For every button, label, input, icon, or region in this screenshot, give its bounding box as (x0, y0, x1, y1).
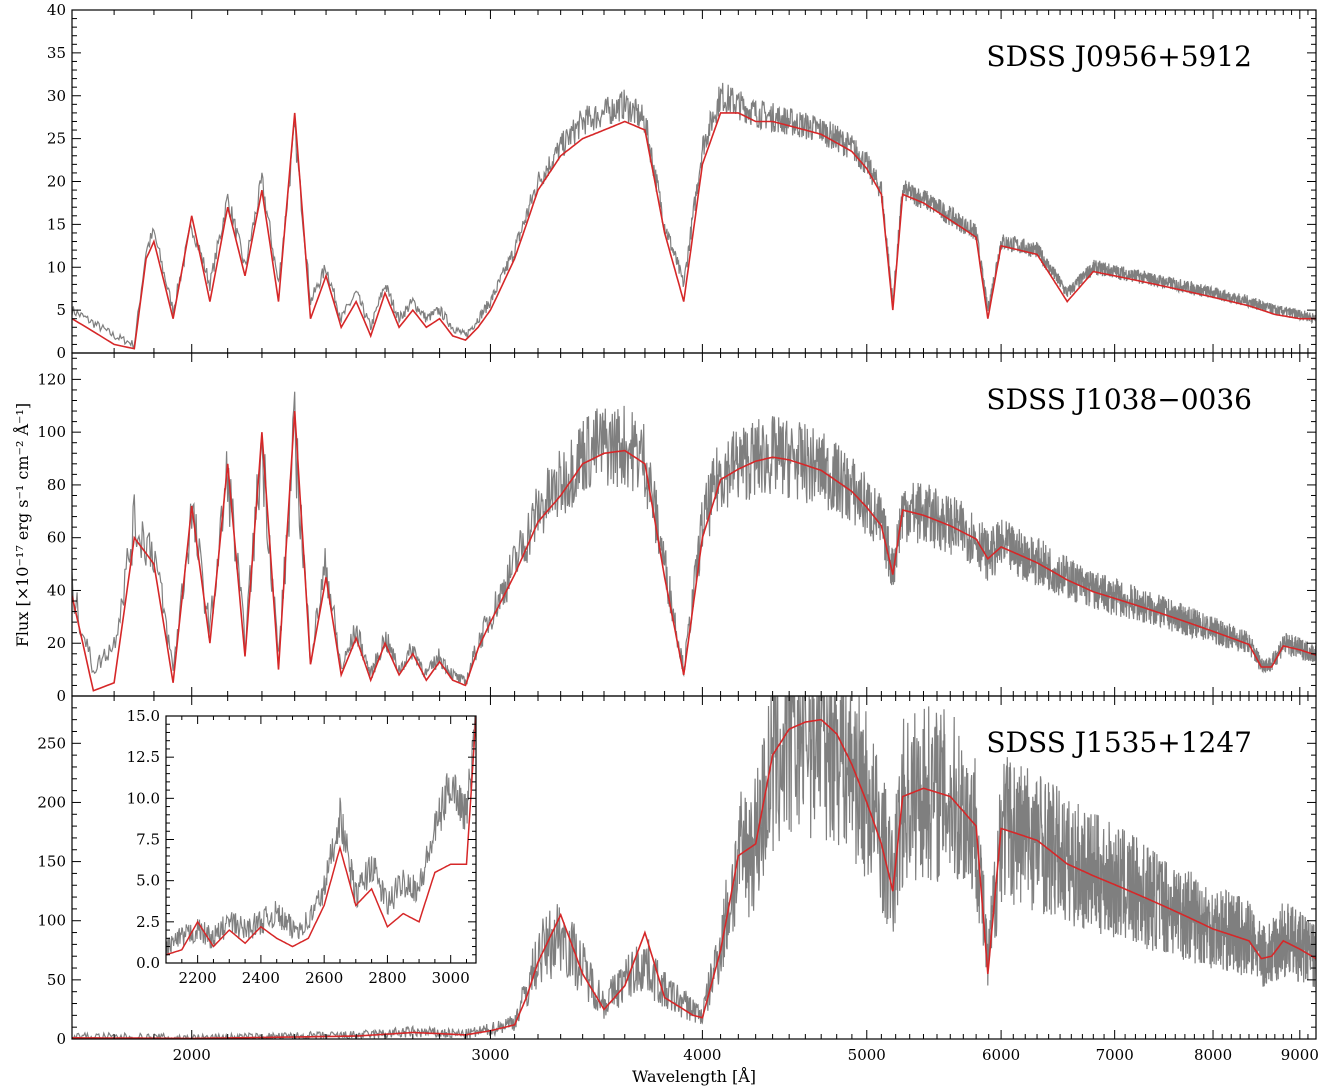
inset-y-tick-label: 12.5 (127, 748, 160, 766)
x-tick-label: 9000 (1281, 1046, 1319, 1064)
x-tick-label: 4000 (683, 1046, 721, 1064)
panel-label-j0956: SDSS J0956+5912 (986, 40, 1252, 73)
y-tick-label: 100 (37, 423, 66, 441)
inset-panel: 2200 2400 2600 2800 3000 0.0 2.5 5.0 7.5 10.0 12.5… (127, 707, 477, 987)
inset-x-tick-label: 2400 (242, 969, 280, 987)
inset-y-tick-label: 15.0 (127, 707, 160, 725)
panel-j1038: 0 20 40 60 80 100 120 (37, 352, 1317, 705)
inset-x-tick-label: 3000 (432, 969, 470, 987)
series-observed (72, 696, 1316, 1039)
y-tick-label: 40 (47, 581, 66, 599)
x-tick-label: 6000 (982, 1046, 1020, 1064)
y-tick-label: 120 (37, 370, 66, 388)
series-observed (72, 391, 1316, 685)
x-axis-label: Wavelength [Å] (632, 1066, 756, 1086)
inset-x-tick-label: 2600 (305, 969, 343, 987)
y-tick-label: 5 (56, 301, 66, 319)
panel-j1535: 0 50 100 150 200 250 2000 3000 4000 5000 6000 7000 8… (37, 695, 1319, 1064)
panel-label-j1535: SDSS J1535+1247 (986, 726, 1252, 759)
inset-y-tick-label: 0.0 (136, 954, 160, 972)
x-tick-label: 2000 (173, 1046, 211, 1064)
y-tick-label: 10 (47, 258, 66, 276)
inset-x-tick-label: 2200 (179, 969, 217, 987)
x-tick-label: 7000 (1096, 1046, 1134, 1064)
y-axis-label: Flux [×10⁻¹⁷ erg s⁻¹ cm⁻² Å⁻¹] (12, 403, 32, 647)
y-tick-label: 100 (37, 912, 66, 930)
y-tick-label: 40 (47, 1, 66, 19)
inset-y-tick-label: 10.0 (127, 789, 160, 807)
x-tick-label: 3000 (471, 1046, 509, 1064)
panel-frame (71, 695, 1317, 1040)
y-tick-label: 0 (56, 344, 66, 362)
inset-y-tick-label: 7.5 (136, 831, 160, 849)
y-tick-label: 20 (47, 173, 66, 191)
inset-series-model (166, 716, 476, 956)
y-tick-label: 0 (56, 1030, 66, 1048)
y-tick-label: 80 (47, 476, 66, 494)
y-tick-label: 60 (47, 529, 66, 547)
x-tick-label: 8000 (1194, 1046, 1232, 1064)
y-tick-label: 200 (37, 793, 66, 811)
inset-y-tick-label: 2.5 (136, 913, 160, 931)
y-tick-label: 35 (47, 44, 66, 62)
inset-x-tick-label: 2800 (368, 969, 406, 987)
y-tick-label: 25 (47, 130, 66, 148)
y-tick-label: 250 (37, 734, 66, 752)
y-tick-label: 0 (56, 687, 66, 705)
y-tick-label: 15 (47, 215, 66, 233)
series-model (72, 112, 1316, 350)
series-observed (72, 82, 1316, 350)
y-tick-label: 50 (47, 971, 66, 989)
y-tick-label: 20 (47, 634, 66, 652)
inset-series-observed (166, 716, 476, 956)
y-tick-label: 30 (47, 87, 66, 105)
series-model (72, 718, 1316, 1039)
x-tick-label: 5000 (848, 1046, 886, 1064)
y-tick-label: 150 (37, 853, 66, 871)
panel-label-j1038: SDSS J1038−0036 (986, 383, 1252, 416)
series-model (72, 410, 1316, 692)
inset-y-tick-label: 5.0 (136, 872, 160, 890)
